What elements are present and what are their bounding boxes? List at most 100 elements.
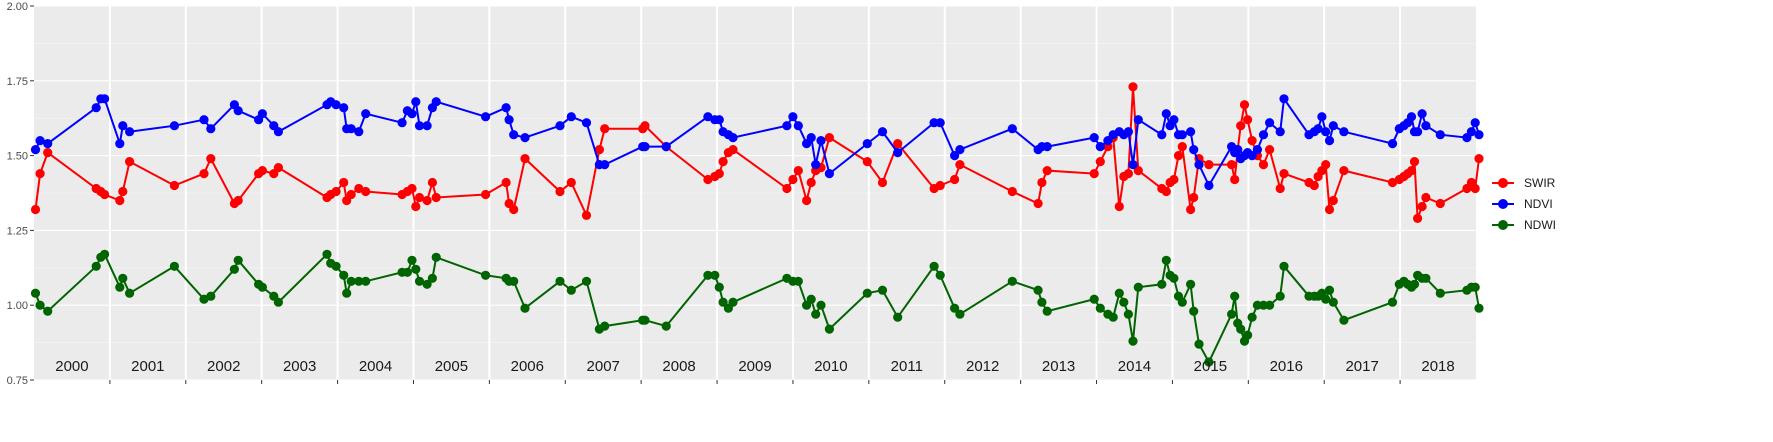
data-point — [555, 276, 565, 286]
data-point — [1275, 183, 1285, 194]
data-point — [581, 210, 592, 220]
data-point — [788, 112, 798, 122]
data-point — [1037, 177, 1047, 188]
data-point — [811, 160, 821, 170]
grid-minor — [34, 43, 1476, 343]
year-label: 2001 — [131, 358, 164, 375]
data-point — [422, 121, 432, 131]
legend-label: NDWI — [1524, 218, 1556, 232]
y-tick-label: 1.00 — [7, 300, 28, 312]
data-point — [877, 177, 888, 188]
data-point — [169, 121, 179, 131]
data-point — [811, 309, 821, 319]
data-point — [431, 252, 441, 262]
year-label: 2000 — [55, 358, 88, 375]
data-point — [935, 180, 945, 191]
data-point — [1421, 192, 1431, 203]
data-point — [862, 288, 872, 298]
data-point — [718, 157, 728, 167]
data-point — [1204, 160, 1214, 170]
data-point — [600, 160, 610, 170]
data-point — [100, 94, 110, 104]
data-point — [1324, 285, 1335, 295]
data-point — [206, 154, 216, 164]
data-point — [1265, 145, 1275, 155]
data-point — [594, 145, 605, 155]
data-point — [414, 121, 425, 131]
data-point — [361, 109, 371, 119]
data-point — [1089, 169, 1099, 179]
data-point — [1387, 139, 1398, 149]
data-point — [361, 276, 371, 286]
data-point — [206, 291, 216, 301]
data-point — [1089, 294, 1099, 304]
data-point — [1194, 160, 1204, 170]
data-point — [1204, 180, 1214, 191]
data-point — [1042, 166, 1052, 176]
data-point — [1133, 282, 1143, 292]
data-point — [955, 309, 965, 319]
data-point — [100, 249, 110, 259]
data-point — [1114, 201, 1124, 212]
year-label: 2012 — [966, 358, 999, 375]
data-point — [703, 112, 713, 122]
data-point — [1247, 136, 1257, 146]
data-point — [1177, 297, 1187, 307]
data-point — [1406, 166, 1417, 176]
data-point — [1230, 174, 1240, 185]
data-point — [640, 121, 650, 131]
legend-label: SWIR — [1524, 176, 1556, 190]
data-point — [1133, 115, 1143, 125]
data-point — [950, 303, 960, 313]
data-point — [1339, 315, 1349, 325]
data-point — [1417, 109, 1427, 119]
data-point — [782, 121, 792, 131]
data-point — [1321, 160, 1331, 170]
year-label: 2005 — [435, 358, 468, 375]
data-point — [1421, 121, 1431, 131]
data-point — [1204, 357, 1214, 367]
data-point — [1123, 169, 1133, 179]
data-point — [100, 189, 110, 200]
data-point — [125, 127, 135, 137]
data-point — [1227, 309, 1237, 319]
data-point — [1236, 324, 1246, 334]
data-point — [407, 109, 417, 119]
data-point — [30, 204, 41, 215]
data-point — [714, 282, 724, 292]
data-point — [504, 115, 514, 125]
data-point — [331, 100, 341, 110]
data-point — [233, 195, 243, 206]
year-labels: 2000 2001 2002 2003 2004 2005 2006 2007 2008 2009… — [55, 358, 1454, 375]
data-point — [1189, 192, 1199, 203]
data-point — [1247, 312, 1257, 322]
data-point — [43, 306, 53, 316]
data-point — [233, 106, 243, 116]
data-point — [43, 139, 53, 149]
data-point — [407, 183, 417, 194]
data-point — [718, 297, 728, 307]
data-point — [806, 177, 816, 188]
data-point — [1474, 303, 1484, 313]
data-point — [501, 177, 511, 188]
data-point — [339, 177, 349, 188]
data-point — [118, 273, 128, 283]
data-point — [411, 264, 421, 274]
data-point — [199, 115, 209, 125]
data-point — [728, 297, 738, 307]
data-point — [935, 118, 945, 128]
data-point — [1157, 130, 1167, 140]
data-point — [30, 145, 41, 155]
data-point — [1103, 136, 1113, 146]
data-point — [782, 183, 792, 194]
legend-label: NDVI — [1524, 197, 1553, 211]
data-point — [893, 312, 903, 322]
data-point — [816, 136, 826, 146]
data-point — [354, 183, 364, 194]
data-point — [1339, 166, 1349, 176]
data-point — [816, 300, 826, 310]
data-point — [1243, 115, 1253, 125]
year-label: 2008 — [662, 358, 695, 375]
year-label: 2010 — [814, 358, 847, 375]
data-point — [1169, 115, 1179, 125]
